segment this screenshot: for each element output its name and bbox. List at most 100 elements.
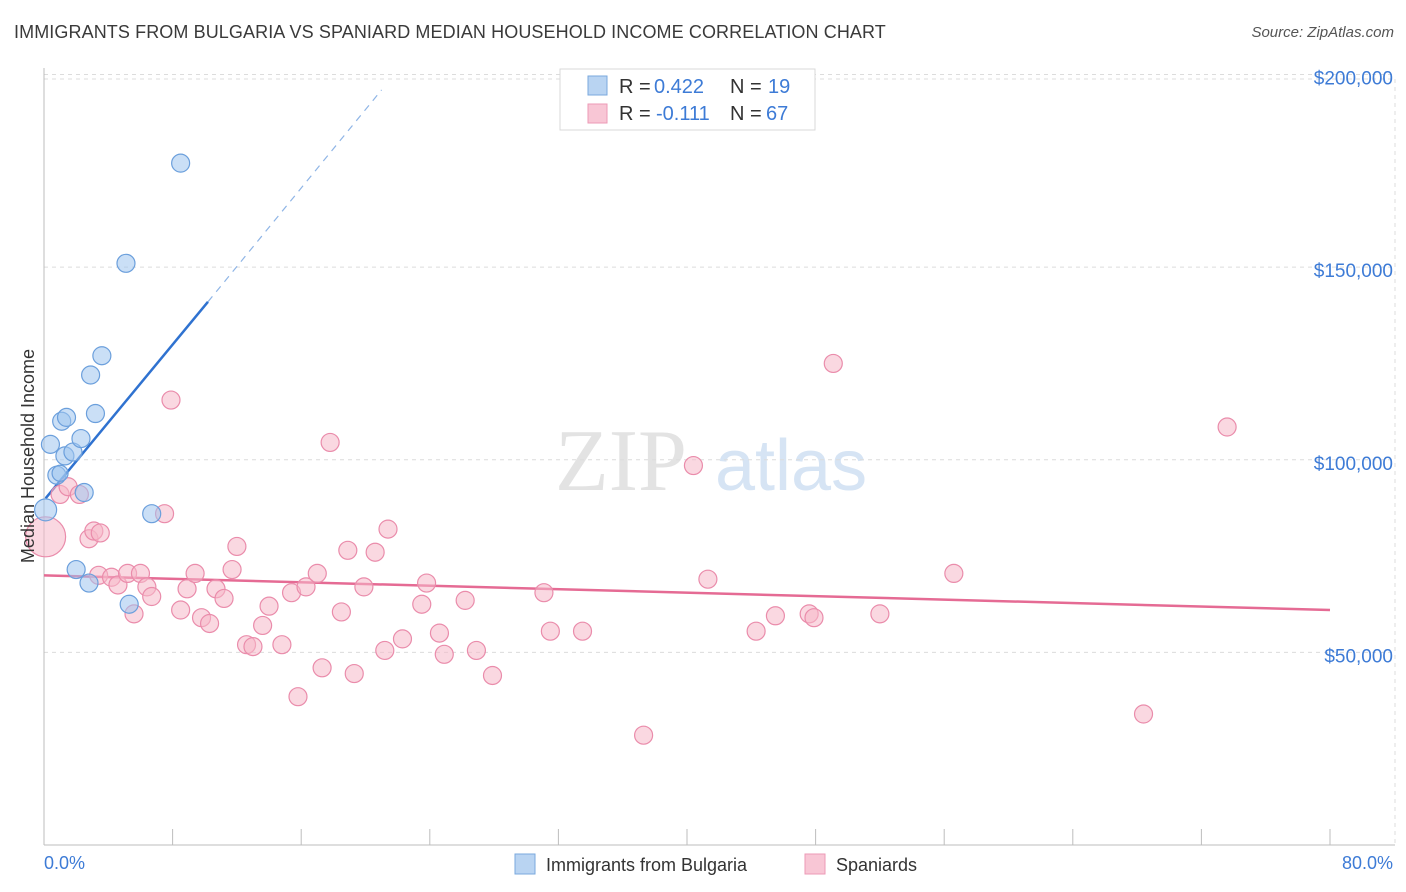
- trend-line-spaniards: [43, 574, 1331, 612]
- point-bulgaria-9: [74, 482, 94, 503]
- point-bulgaria-10: [81, 365, 101, 385]
- point-spaniards-56: [683, 455, 704, 476]
- point-bulgaria-15: [142, 504, 162, 524]
- stats-legend: R = 0.422 N = 19 R = -0.111 N = 67: [559, 68, 816, 131]
- point-spaniards-46: [416, 573, 437, 593]
- point-bulgaria-17: [79, 573, 99, 593]
- point-spaniards-18: [177, 579, 197, 599]
- watermark-zip: ZIP: [555, 413, 687, 510]
- series-legend-swatch-spaniards: [804, 853, 826, 875]
- point-spaniards-41: [365, 542, 385, 562]
- point-spaniards-27: [243, 637, 263, 657]
- point-spaniards-21: [199, 613, 220, 634]
- point-spaniards-37: [331, 602, 351, 622]
- point-spaniards-53: [540, 621, 560, 641]
- chart-title: IMMIGRANTS FROM BULGARIA VS SPANIARD MED…: [14, 22, 886, 42]
- point-bulgaria-12: [92, 346, 112, 366]
- point-spaniards-25: [227, 536, 247, 557]
- stats-n-value-spaniards: 67: [766, 103, 788, 125]
- point-bulgaria-5: [56, 407, 77, 427]
- point-spaniards-29: [259, 596, 279, 616]
- point-spaniards-50: [466, 640, 487, 661]
- y-tick-label-2: $150,000: [1314, 261, 1393, 282]
- grid: [44, 74, 1396, 845]
- point-bulgaria-0: [34, 498, 58, 522]
- y-tick-label-3: $200,000: [1314, 69, 1393, 90]
- series-legend: Immigrants from Bulgaria Spaniards: [514, 853, 917, 875]
- stats-r-label-bulgaria: R =: [619, 76, 651, 98]
- point-spaniards-52: [534, 583, 554, 603]
- axes: [43, 68, 1395, 846]
- stats-legend-swatch-spaniards: [587, 103, 608, 124]
- point-spaniards-61: [804, 608, 824, 628]
- trend-line-bulgaria: [44, 301, 209, 500]
- point-spaniards-34: [307, 563, 327, 584]
- point-spaniards-55: [633, 725, 654, 745]
- point-spaniards-39: [344, 663, 364, 684]
- point-spaniards-28: [253, 615, 273, 636]
- point-bulgaria-14: [171, 153, 191, 173]
- y-tick-label-0: $50,000: [1324, 646, 1393, 667]
- y-tick-label-1: $100,000: [1314, 454, 1393, 475]
- point-bulgaria-11: [85, 403, 106, 424]
- point-spaniards-30: [272, 635, 292, 655]
- stats-r-value-spaniards: -0.111: [656, 103, 710, 125]
- point-spaniards-6: [90, 523, 110, 543]
- point-bulgaria-3: [51, 464, 69, 482]
- stats-n-label-spaniards: N =: [730, 103, 762, 125]
- point-spaniards-43: [378, 519, 398, 539]
- point-spaniards-40: [354, 577, 374, 597]
- point-spaniards-66: [1133, 704, 1154, 724]
- point-bulgaria-16: [66, 559, 86, 580]
- trend-lines: [43, 89, 1331, 612]
- point-spaniards-47: [429, 623, 450, 643]
- point-spaniards-48: [434, 644, 454, 664]
- point-spaniards-35: [312, 658, 332, 678]
- point-spaniards-59: [765, 606, 786, 626]
- source-label: Source: ZipAtlas.com: [1251, 24, 1394, 41]
- point-bulgaria-1: [40, 434, 61, 454]
- stats-r-label-spaniards: R =: [619, 103, 651, 125]
- stats-r-value-bulgaria: 0.422: [654, 76, 704, 98]
- series-legend-label-bulgaria: Immigrants from Bulgaria: [546, 855, 748, 875]
- point-spaniards-38: [338, 540, 358, 560]
- point-spaniards-44: [392, 629, 413, 649]
- point-spaniards-36: [320, 432, 340, 453]
- y-tick-labels: $50,000 $100,000 $150,000 $200,000: [1314, 69, 1393, 668]
- data-points: [25, 153, 1237, 745]
- point-spaniards-16: [161, 390, 181, 410]
- point-spaniards-23: [214, 588, 234, 609]
- x-tick-label-1: 80.0%: [1342, 853, 1393, 873]
- point-spaniards-32: [288, 687, 308, 707]
- stats-legend-swatch-bulgaria: [587, 75, 608, 96]
- point-spaniards-19: [185, 563, 205, 584]
- watermark: ZIP atlas: [555, 413, 867, 510]
- point-spaniards-54: [572, 621, 593, 641]
- point-spaniards-17: [171, 600, 191, 620]
- point-bulgaria-18: [119, 594, 139, 614]
- point-spaniards-45: [412, 594, 432, 614]
- point-spaniards-51: [482, 665, 503, 686]
- point-spaniards-42: [375, 640, 395, 661]
- point-spaniards-24: [222, 559, 242, 580]
- stats-n-label-bulgaria: N =: [730, 76, 762, 98]
- trend-line-bulgaria-extension: [207, 89, 383, 303]
- point-spaniards-33: [296, 577, 316, 597]
- point-spaniards-58: [746, 621, 766, 641]
- point-spaniards-62: [823, 353, 843, 374]
- series-legend-swatch-bulgaria: [514, 853, 536, 875]
- point-spaniards-64: [944, 563, 964, 584]
- watermark-atlas: atlas: [715, 426, 867, 506]
- point-spaniards-14: [142, 586, 162, 607]
- point-spaniards-65: [1217, 417, 1237, 437]
- stats-n-value-bulgaria: 19: [768, 76, 790, 98]
- series-legend-label-spaniards: Spaniards: [836, 855, 917, 875]
- point-spaniards-57: [698, 569, 718, 589]
- y-axis-label: Median Household Income: [18, 349, 38, 563]
- x-tick-labels: 0.0% 80.0%: [44, 853, 1393, 873]
- point-spaniards-63: [870, 604, 890, 624]
- x-tick-label-0: 0.0%: [44, 853, 85, 873]
- point-bulgaria-13: [116, 253, 136, 273]
- point-bulgaria-8: [71, 428, 91, 449]
